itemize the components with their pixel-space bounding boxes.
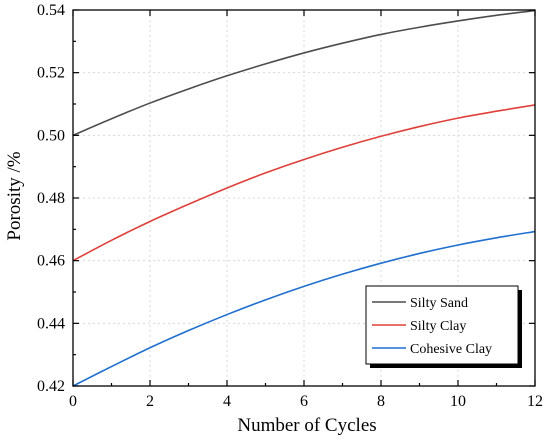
series-layer xyxy=(72,9,536,387)
x-tick-label: 10 xyxy=(450,393,466,410)
legend-label: Silty Clay xyxy=(410,319,466,334)
y-tick-label: 0.42 xyxy=(37,378,65,395)
y-tick-label: 0.46 xyxy=(37,253,65,270)
y-tick-label: 0.44 xyxy=(37,315,65,332)
y-tick-label: 0.48 xyxy=(37,190,65,207)
y-axis-title: Porosity /% xyxy=(4,151,25,240)
legend-label: Silty Sand xyxy=(410,296,468,311)
x-tick-label: 6 xyxy=(300,393,308,410)
x-tick-label: 8 xyxy=(377,393,385,410)
series-line-silty-clay xyxy=(72,104,536,262)
x-tick-label: 12 xyxy=(527,393,543,410)
y-tick-label: 0.52 xyxy=(37,65,65,82)
legend: Silty Sand Silty Clay Cohesive Clay xyxy=(365,285,522,368)
legend-label: Cohesive Clay xyxy=(410,342,492,357)
x-tick-label: 0 xyxy=(69,393,77,410)
x-tick-label: 2 xyxy=(146,393,154,410)
series-line-silty-sand xyxy=(72,9,536,137)
series-line-cohesive-clay xyxy=(72,230,536,387)
x-axis-title: Number of Cycles xyxy=(237,415,376,436)
x-tick-label: 4 xyxy=(223,393,231,410)
ticks: 0 2 4 6 8 10 12 0.42 0.44 0.46 0.48 0.50 0.52 0.54 xyxy=(37,2,543,410)
y-tick-label: 0.50 xyxy=(37,127,65,144)
y-tick-label: 0.54 xyxy=(37,2,65,19)
